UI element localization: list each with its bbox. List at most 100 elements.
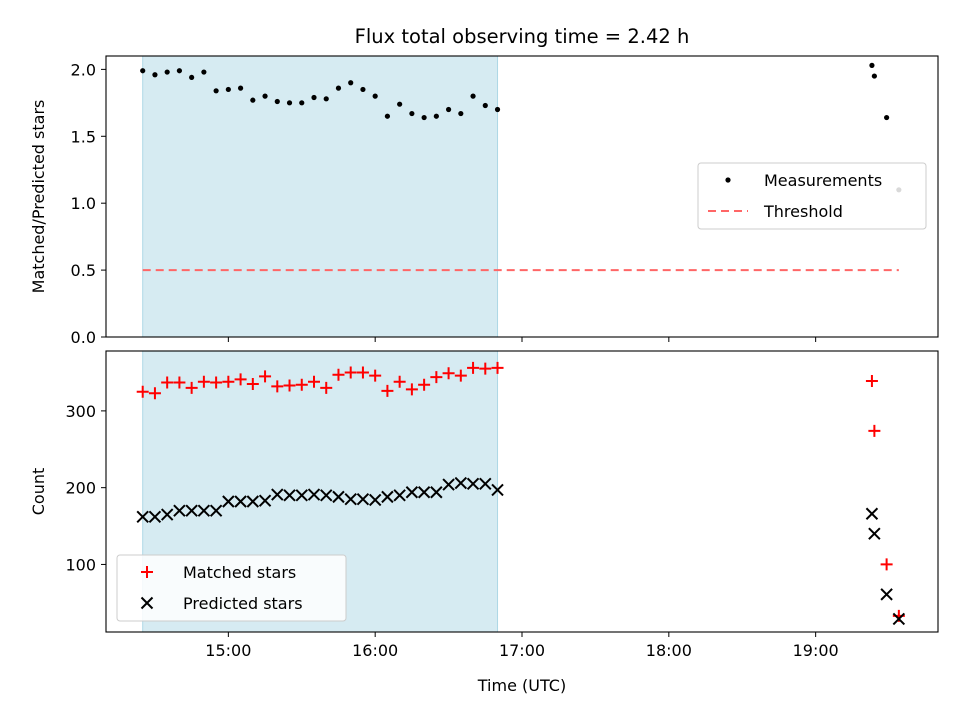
matched-star-point [185,381,198,394]
y-tick-label: 100 [65,555,96,574]
predicted-star-point [344,492,357,506]
matched-star-point [442,367,455,380]
matched-star-point [332,368,345,381]
matched-star-point [320,381,333,394]
matched-star-point [222,375,235,388]
predicted-star-point [246,495,260,508]
y-tick-label: 1.5 [71,127,96,146]
y-tick-label: 0.0 [71,328,96,347]
measurement-point [470,93,476,99]
matched-star-point [271,380,284,393]
measurement-point [201,69,207,75]
predicted-star-point [209,504,223,517]
matched-star-point [405,383,418,396]
predicted-star-point [234,495,247,508]
matched-star-point [467,361,480,374]
x-tick-label: 16:00 [352,641,398,660]
measurement-point [482,102,488,109]
x-axis-label: Time (UTC) [477,676,566,695]
legend-label: Threshold [763,202,843,221]
measurement-point [189,74,195,81]
measurement-point [323,96,329,102]
legend-measurement-swatch [725,177,731,183]
x-tick-label: 17:00 [499,641,545,660]
y-tick-label: 0.5 [71,261,96,280]
legend-label: Predicted stars [183,594,303,613]
matched-star-point [283,379,296,392]
figure-title: Flux total observing time = 2.42 h [355,25,690,48]
predicted-star-point [356,492,370,506]
y-tick-label: 300 [65,402,96,421]
predicted-star-point [295,489,308,502]
measurement-point [384,113,391,119]
matched-star-point [246,378,259,391]
matched-star-point [454,369,467,382]
measurement-point [421,114,427,121]
measurement-point [433,113,439,119]
predicted-star-point [368,493,382,507]
matched-star-point [344,366,357,379]
measurement-point [311,94,317,101]
matched-star-point [295,378,308,391]
measurement-point [152,72,158,78]
x-tick-label: 19:00 [793,641,839,660]
predicted-star-point [479,477,492,491]
predicted-star-point [173,504,186,517]
matched-star-point [430,371,443,384]
predicted-star-point [307,488,321,501]
measurement-point [409,110,415,117]
matched-star-point [865,374,878,387]
predicted-star-point [136,510,149,524]
matched-star-point [479,362,492,375]
legend-label: Matched stars [183,563,296,582]
matched-star-point [381,384,394,397]
predicted-star-point [442,478,455,491]
legend-box [697,162,927,230]
predicted-star-point [868,527,881,540]
measurement-point [360,86,366,93]
measurement-point [225,86,231,93]
y-axis-label: Count [29,468,48,516]
matched-star-point [369,369,382,382]
measurement-point [164,69,170,75]
y-tick-label: 200 [65,479,96,498]
legend-predicted-swatch [140,596,154,610]
predicted-star-point [197,504,211,517]
predicted-star-point [258,494,272,507]
measurement-point [458,110,464,117]
matched-star-point [197,375,210,388]
matched-star-point [868,424,881,437]
matched-star-point [161,376,174,389]
predicted-star-point [393,489,406,502]
matched-star-point [880,558,893,571]
predicted-star-point [320,489,333,502]
x-tick-label: 18:00 [646,641,692,660]
measurement-point [176,68,183,74]
measurement-point [397,101,403,107]
measurement-point [262,93,268,99]
predicted-star-point [222,495,235,508]
x-tick-label: 15:00 [205,641,251,660]
measurement-point [250,97,256,103]
predicted-star-point [865,507,879,520]
predicted-star-point [283,489,296,502]
measurement-point [445,106,452,113]
legend-box [116,554,347,622]
matched-star-point [173,376,186,389]
matched-star-point [393,375,406,388]
measurement-point [213,88,219,94]
matched-star-point [259,370,272,383]
predicted-star-point [148,510,162,524]
legend-matched-swatch [141,566,153,578]
measurement-point [884,114,890,121]
predicted-star-point [381,490,394,504]
matched-star-point [356,366,369,379]
measurement-point [335,85,342,91]
measurement-point [237,85,244,91]
predicted-star-point [892,612,906,626]
predicted-star-point [332,490,345,504]
matched-star-point [308,375,320,388]
measurement-point [372,93,378,99]
measurement-point [869,62,875,68]
